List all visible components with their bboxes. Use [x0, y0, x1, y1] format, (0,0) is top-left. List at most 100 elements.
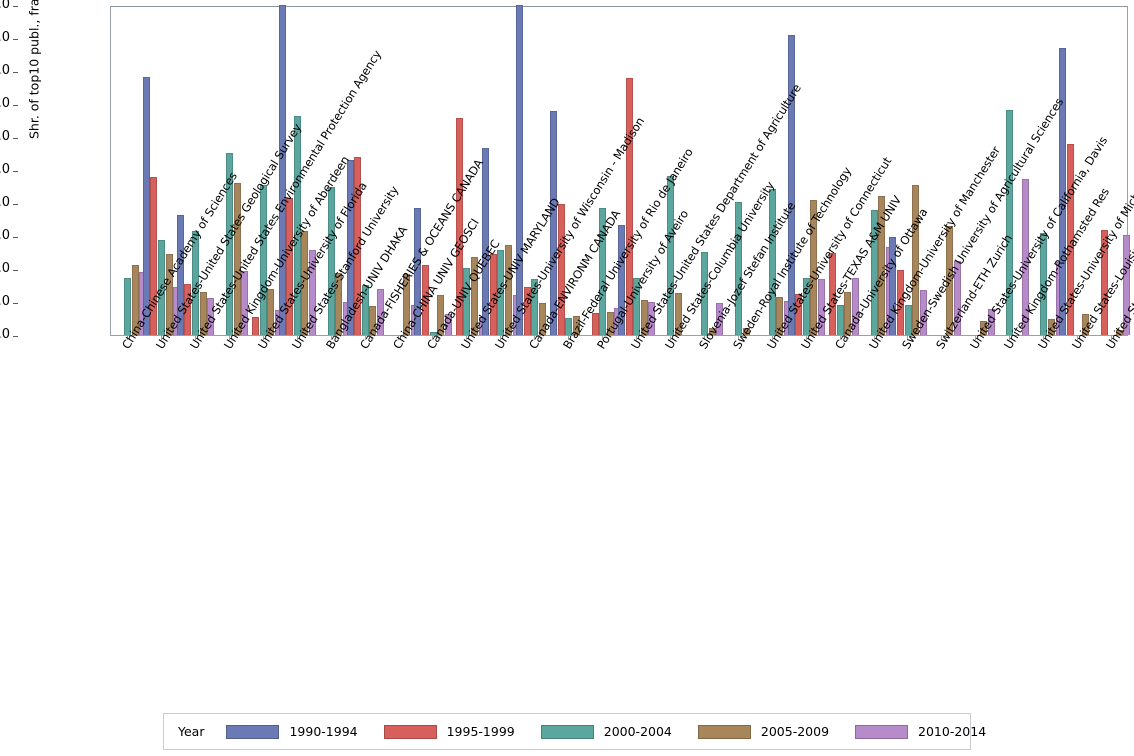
bar [818, 278, 825, 335]
y-tick-mark [13, 236, 18, 238]
bar [278, 5, 286, 335]
legend-label: 1995-1999 [446, 724, 515, 739]
bar [192, 231, 200, 335]
x-tick-mark [907, 336, 909, 340]
bar [980, 321, 988, 335]
bar [335, 272, 343, 335]
legend-item[interactable]: 1990-1994 [226, 724, 358, 739]
x-tick-mark [296, 336, 298, 340]
bar [599, 208, 607, 335]
bar [810, 200, 818, 335]
bar-series-container [109, 5, 1131, 335]
x-tick-mark [398, 336, 400, 340]
x-tick-mark [975, 336, 977, 340]
bar-group [1059, 7, 1097, 335]
bar [414, 207, 422, 335]
bar [565, 318, 573, 335]
y-tick-label: 20.0 [0, 261, 10, 276]
bar [124, 277, 132, 335]
legend-item[interactable]: 2005-2009 [697, 724, 830, 739]
bar [640, 300, 648, 335]
x-tick-mark [805, 336, 807, 340]
bar [617, 225, 625, 335]
legend-label: 2005-2009 [760, 724, 830, 739]
bar [293, 115, 301, 335]
y-tick-mark [13, 335, 18, 337]
bar [1021, 178, 1029, 335]
legend-label: 1990-1994 [289, 724, 358, 739]
bar [878, 196, 886, 335]
bar [1040, 233, 1048, 335]
bar [870, 209, 878, 335]
bar [768, 188, 776, 335]
bar [742, 328, 750, 335]
x-tick-mark [1111, 336, 1113, 340]
x-tick-mark [466, 336, 468, 340]
y-tick-mark [13, 269, 18, 271]
legend-item[interactable]: 2000-2004 [540, 724, 672, 739]
y-tick-mark [13, 38, 18, 40]
x-tick-mark [669, 336, 671, 340]
x-tick-mark [771, 336, 773, 340]
y-tick-label: 50.0 [0, 162, 10, 177]
bar [550, 110, 558, 335]
x-tick-mark [534, 336, 536, 340]
bar [259, 185, 267, 335]
x-tick-mark [873, 336, 875, 340]
bar [369, 306, 377, 335]
bar [633, 277, 641, 335]
legend-item[interactable]: 2010-2014 [855, 724, 986, 739]
y-tick-mark [13, 170, 18, 172]
bar [301, 231, 309, 335]
bar [489, 253, 497, 335]
x-tick-mark [262, 336, 264, 340]
legend-item[interactable]: 1995-1999 [383, 724, 515, 739]
bar-group [889, 7, 927, 335]
bar [829, 252, 837, 335]
bar-group [652, 7, 690, 335]
bar [1047, 318, 1055, 335]
bar [1059, 47, 1067, 335]
bar-group [991, 7, 1029, 335]
bar-group [109, 7, 147, 335]
y-tick-mark [13, 302, 18, 304]
bar [455, 117, 463, 335]
x-tick-mark [126, 336, 128, 340]
x-tick-mark [1043, 336, 1045, 340]
bar [267, 288, 275, 335]
y-tick-label: 30.0 [0, 228, 10, 243]
bar [844, 292, 852, 335]
bar [346, 160, 354, 335]
legend-label: 2010-2014 [918, 724, 987, 739]
bar [437, 295, 445, 335]
bar [674, 293, 682, 335]
legend-title: Year [178, 724, 205, 739]
bar [946, 226, 954, 335]
x-tick-mark [330, 336, 332, 340]
bar [505, 244, 512, 335]
bar [241, 270, 249, 335]
bar-group [787, 7, 826, 335]
bar [361, 284, 369, 335]
bar [309, 250, 316, 335]
legend-items: 1990-1994 1995-1999 2000-2004 2005-2009 2010… [226, 724, 1012, 739]
bar [987, 309, 995, 335]
bar [1081, 313, 1089, 335]
y-tick-mark [13, 5, 18, 7]
bar [252, 316, 260, 335]
bar-group [617, 7, 656, 335]
x-tick-mark [839, 336, 841, 340]
bar-group [414, 7, 452, 335]
x-tick-mark [194, 336, 196, 340]
bar [606, 311, 614, 335]
x-tick-mark [1077, 336, 1079, 340]
bar [376, 289, 384, 335]
bar-group [686, 7, 724, 335]
x-tick-mark [432, 336, 434, 340]
bar [625, 78, 633, 335]
bar [199, 292, 207, 335]
legend-swatch [697, 724, 751, 739]
bar [802, 278, 810, 335]
bar [1100, 230, 1108, 335]
